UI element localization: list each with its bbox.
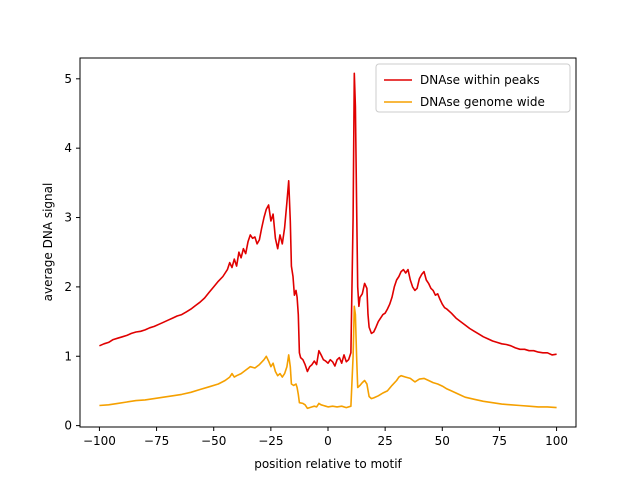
x-tick-label: −75 <box>144 434 169 448</box>
x-tick-label: −100 <box>83 434 116 448</box>
x-tick-label: 100 <box>545 434 568 448</box>
x-tick-label: 0 <box>324 434 332 448</box>
y-tick-label: 1 <box>64 349 72 363</box>
legend-box <box>375 63 571 113</box>
legend-label-0: DNAse within peaks <box>420 73 540 87</box>
x-tick-label: −50 <box>201 434 226 448</box>
x-axis-label: position relative to motif <box>254 457 402 471</box>
x-tick-label: 25 <box>378 434 393 448</box>
legend-label-1: DNAse genome wide <box>420 95 545 109</box>
x-tick-label: −25 <box>258 434 283 448</box>
x-tick-label: 75 <box>492 434 507 448</box>
y-tick-label: 2 <box>64 280 72 294</box>
legend: DNAse within peaks DNAse genome wide <box>375 63 571 113</box>
y-axis: 0 1 2 3 4 5 <box>64 72 80 433</box>
y-tick-label: 0 <box>64 419 72 433</box>
series-layer <box>99 72 557 410</box>
y-axis-label: average DNA signal <box>41 183 55 302</box>
y-tick-label: 5 <box>64 72 72 86</box>
y-tick-label: 3 <box>64 211 72 225</box>
x-tick-label: 50 <box>435 434 450 448</box>
series-line-0 <box>99 72 557 373</box>
y-tick-label: 4 <box>64 141 72 155</box>
x-axis: −100 −75 −50 −25 0 25 50 75 100 <box>83 427 568 448</box>
series-line-1 <box>99 305 557 410</box>
